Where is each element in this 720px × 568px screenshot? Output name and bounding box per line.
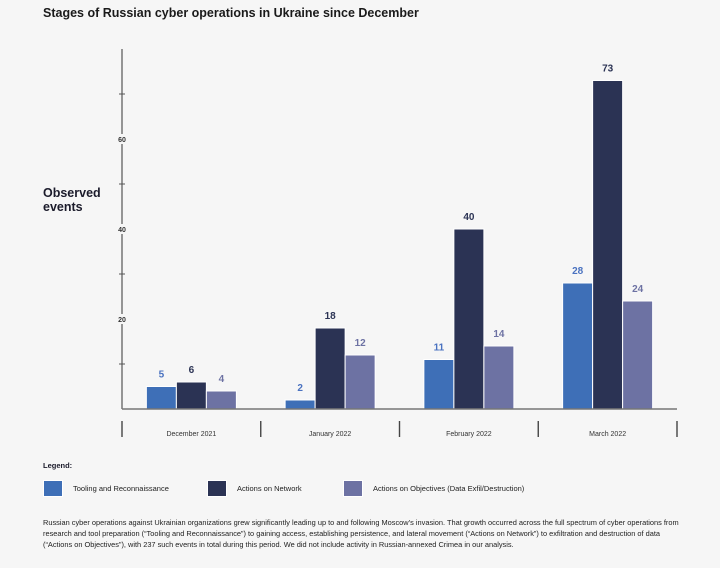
x-tick-label: March 2022: [589, 431, 626, 438]
data-label: 24: [632, 284, 644, 295]
bar: [205, 390, 237, 410]
data-label: 2: [297, 383, 303, 394]
x-tick-label: January 2022: [309, 431, 352, 438]
bar: [423, 359, 455, 410]
chart-caption: Russian cyber operations against Ukraini…: [43, 518, 679, 549]
y-axis-label: Observed events: [43, 186, 101, 214]
y-tick-label-bg: [116, 314, 128, 324]
y-tick-label-bg: [116, 224, 128, 234]
x-tick-label: February 2022: [446, 431, 492, 438]
chart-title: Stages of Russian cyber operations in Uk…: [43, 6, 419, 20]
data-label: 14: [493, 329, 505, 340]
x-tick-label: December 2021: [166, 431, 216, 438]
bar: [314, 327, 346, 410]
legend-swatch-objectives: [343, 480, 363, 497]
legend-item-network: Actions on Network: [207, 480, 302, 497]
data-label: 4: [219, 374, 225, 385]
bar: [622, 300, 654, 410]
y-tick-label: 40: [118, 227, 126, 234]
data-label: 5: [159, 370, 165, 381]
y-tick-label-bg: [116, 134, 128, 144]
bar-chart: 20 40 60 5 6 4 December 2021 2 18 12 January 2022 1…: [116, 49, 678, 438]
y-tick-label: 20: [118, 317, 126, 324]
data-label: 11: [434, 343, 445, 354]
bar: [562, 282, 594, 410]
legend-label-network: Actions on Network: [237, 484, 302, 493]
legend-item-objectives: Actions on Objectives (Data Exfil/Destru…: [343, 480, 524, 497]
bar: [344, 354, 376, 410]
bar: [284, 399, 316, 410]
legend-label-tooling: Tooling and Reconnaissance: [73, 484, 169, 493]
y-tick-label: 60: [118, 137, 126, 144]
bar: [145, 386, 177, 410]
data-label: 18: [325, 311, 337, 322]
legend-item-tooling: Tooling and Reconnaissance: [43, 480, 169, 497]
legend-swatch-tooling: [43, 480, 63, 497]
data-label: 73: [602, 64, 614, 75]
legend-title: Legend:: [43, 461, 73, 470]
bar: [175, 381, 207, 410]
legend-label-objectives: Actions on Objectives (Data Exfil/Destru…: [373, 484, 525, 493]
bar: [592, 80, 624, 410]
data-label: 12: [355, 338, 367, 349]
bar: [453, 228, 485, 410]
data-label: 28: [572, 266, 584, 277]
data-label: 40: [463, 212, 475, 223]
legend-swatch-network: [207, 480, 227, 497]
data-label: 6: [189, 365, 195, 376]
bar: [483, 345, 515, 410]
